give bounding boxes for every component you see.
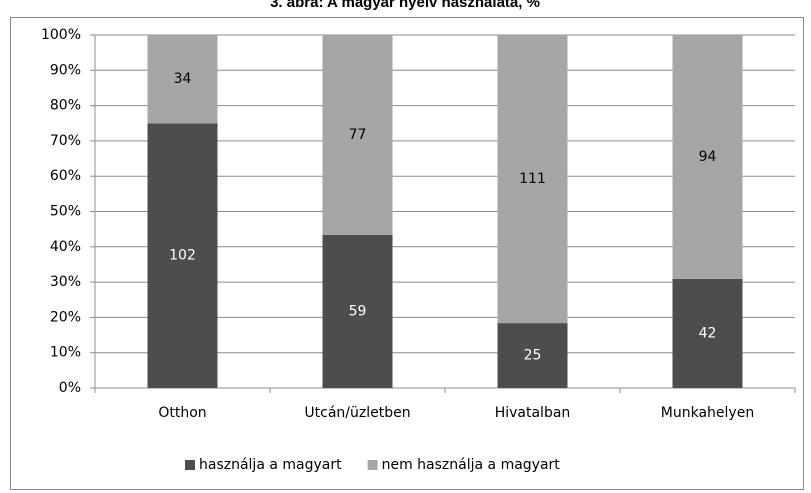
y-tick-label: 10%	[50, 345, 81, 361]
y-tick-label: 60%	[50, 168, 81, 184]
bar-segment	[497, 35, 568, 324]
data-label: 59	[349, 303, 367, 319]
bar-segment	[147, 123, 218, 388]
data-label: 102	[169, 248, 196, 264]
x-tick-label: Otthon	[158, 405, 206, 421]
y-tick-label: 50%	[50, 204, 81, 220]
y-tick-label: 70%	[50, 133, 81, 149]
legend-label: használja a magyart	[199, 457, 342, 473]
y-tick-label: 0%	[59, 380, 81, 396]
y-tick-label: 80%	[50, 98, 81, 114]
x-tick-label: Utcán/üzletben	[304, 405, 410, 421]
data-label: 77	[349, 127, 367, 143]
y-tick-label: 100%	[41, 27, 81, 43]
bar-segment	[672, 35, 743, 279]
bar-segment	[322, 234, 393, 388]
y-tick-label: 40%	[50, 239, 81, 255]
bar-segment	[322, 35, 393, 235]
bar-segment	[497, 323, 568, 388]
y-tick-label: 90%	[50, 62, 81, 78]
data-label: 34	[174, 71, 192, 87]
data-label: 42	[699, 325, 717, 341]
legend-label: nem használja a magyart	[382, 457, 561, 473]
chart-frame	[10, 17, 804, 490]
legend-swatch	[367, 460, 378, 470]
legend-swatch	[185, 460, 195, 470]
bar-segment	[672, 278, 743, 388]
data-label: 25	[524, 348, 542, 364]
chart-title: 3. ábra: A magyar nyelv használata, %	[270, 0, 540, 11]
data-label: 94	[699, 149, 717, 165]
x-tick-label: Munkahelyen	[661, 405, 754, 421]
y-tick-label: 30%	[50, 274, 81, 290]
data-label: 111	[519, 171, 546, 187]
y-tick-label: 20%	[50, 309, 81, 325]
bar-segment	[147, 35, 218, 124]
x-tick-label: Hivatalban	[495, 405, 571, 421]
